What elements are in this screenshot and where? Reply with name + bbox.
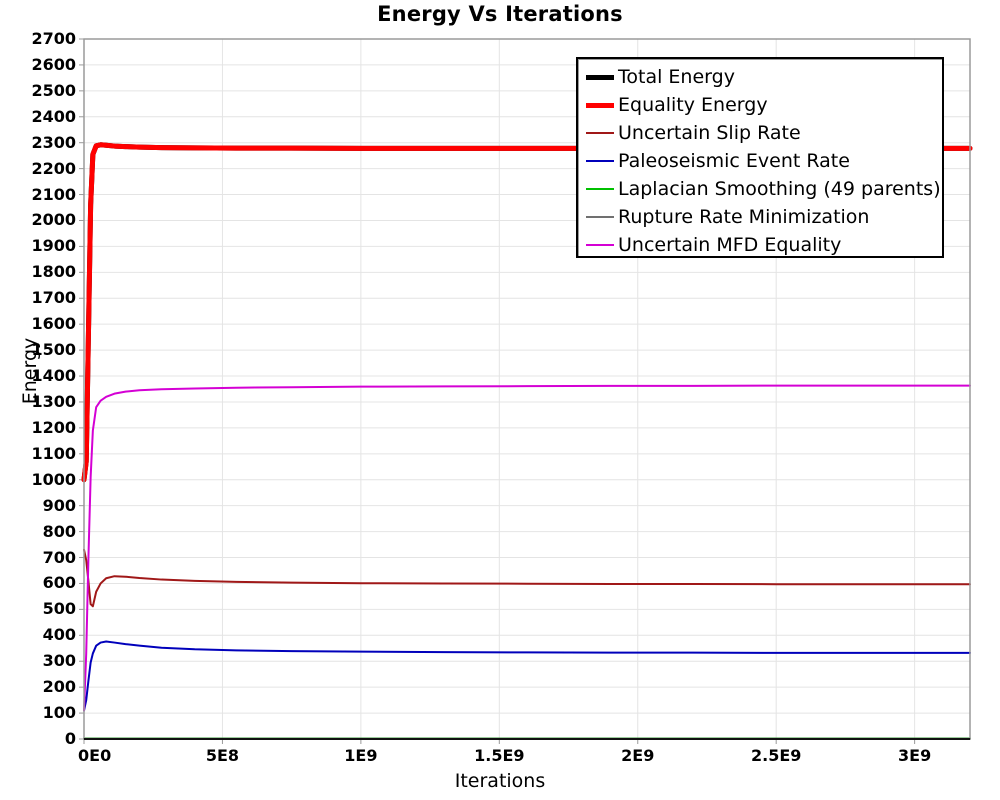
y-tick-label: 2700 [31, 29, 76, 48]
y-tick-label: 1600 [31, 314, 76, 334]
y-tick-label: 1300 [31, 391, 76, 411]
y-tick-label: 1900 [31, 236, 76, 256]
legend-item[interactable]: Uncertain MFD Equality [578, 231, 942, 259]
legend-item-label: Uncertain Slip Rate [618, 121, 801, 144]
y-tick-label: 2100 [31, 184, 76, 204]
series-line [83, 640, 971, 712]
legend-color-swatch [586, 244, 614, 246]
legend-item[interactable]: Total Energy [578, 63, 942, 91]
y-tick-label: 900 [42, 495, 76, 515]
y-tick-label: 1400 [31, 366, 76, 386]
legend-item-label: Total Energy [618, 65, 735, 88]
x-tick-label: 0E0 [78, 746, 112, 765]
y-tick-label: 0 [64, 729, 76, 748]
legend-item[interactable]: Equality Energy [578, 91, 942, 119]
legend-color-swatch [586, 188, 614, 190]
x-tick-label: 1E9 [344, 746, 378, 765]
y-tick-label: 300 [42, 651, 76, 671]
legend-color-swatch [586, 74, 614, 80]
y-tick-label: 400 [42, 625, 76, 645]
legend-color-swatch [586, 132, 614, 134]
x-tick-label: 5E8 [205, 746, 240, 765]
y-tick-label: 1200 [31, 417, 76, 437]
y-tick-label: 2300 [31, 132, 76, 152]
legend-item[interactable]: Laplacian Smoothing (49 parents) [578, 175, 942, 203]
legend-color-swatch [586, 160, 614, 162]
chart-legend: Total Energy Equality Energy Uncertain Sli… [576, 57, 944, 258]
x-tick-label: 1.5E9 [474, 746, 525, 765]
legend-color-swatch [586, 216, 614, 218]
legend-item[interactable]: Rupture Rate Minimization [578, 203, 942, 231]
y-tick-label: 1700 [31, 288, 76, 308]
y-tick-label: 2400 [31, 106, 76, 126]
chart-title: Energy Vs Iterations [377, 2, 623, 26]
y-tick-label: 800 [42, 521, 76, 541]
legend-item-label: Laplacian Smoothing (49 parents) [618, 177, 941, 200]
y-tick-label: 1100 [31, 443, 76, 463]
legend-item-label: Equality Energy [618, 93, 768, 116]
y-tick-label: 1000 [31, 469, 76, 489]
y-tick-label: 700 [42, 547, 76, 567]
y-tick-label: 2500 [31, 80, 76, 100]
y-tick-label: 100 [42, 703, 76, 723]
series-line [83, 384, 971, 712]
legend-item-label: Paleoseismic Event Rate [618, 149, 850, 172]
legend-item-label: Rupture Rate Minimization [618, 205, 870, 228]
y-tick-label: 600 [42, 573, 76, 593]
y-tick-label: 1500 [31, 340, 76, 360]
x-tick-label: 2E9 [621, 746, 655, 765]
y-tick-label: 1800 [31, 262, 76, 282]
legend-item[interactable]: Paleoseismic Event Rate [578, 147, 942, 175]
y-tick-label: 2200 [31, 158, 76, 178]
legend-item[interactable]: Uncertain Slip Rate [578, 119, 942, 147]
x-tick-label: 2.5E9 [750, 746, 802, 765]
axis-lines [83, 38, 971, 740]
x-axis-label: Iterations [454, 770, 546, 792]
y-tick-label: 2600 [31, 54, 76, 74]
y-tick-label: 200 [42, 677, 76, 697]
legend-item-label: Uncertain MFD Equality [618, 233, 842, 256]
series-line [83, 548, 971, 608]
legend-color-swatch [586, 102, 614, 108]
x-tick-label: 3E9 [898, 746, 932, 765]
y-tick-label: 500 [42, 599, 76, 619]
y-tick-label: 2000 [31, 210, 76, 230]
